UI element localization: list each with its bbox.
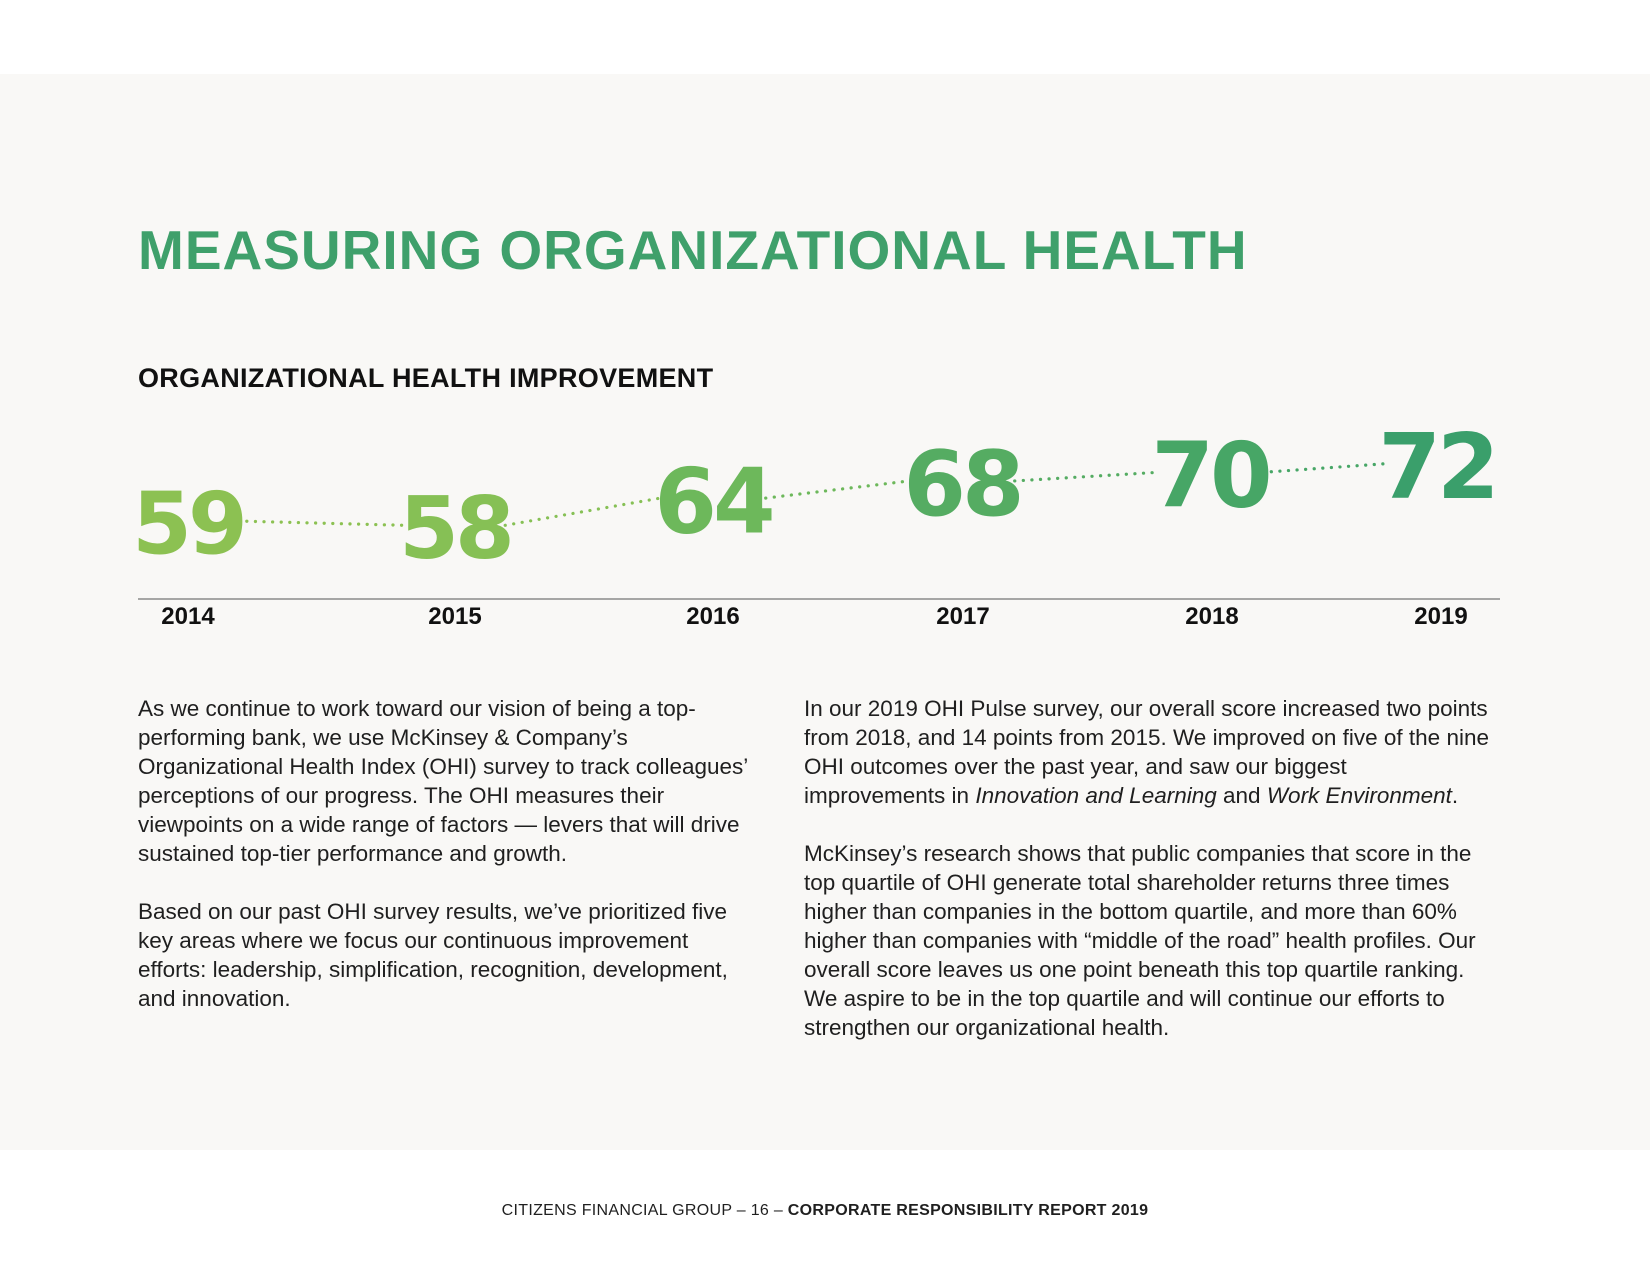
left-paragraph-1: As we continue to work toward our vision… bbox=[138, 696, 748, 866]
score-value-2019: 72 bbox=[1378, 415, 1495, 520]
footer-company-page: CITIZENS FINANCIAL GROUP – 16 – bbox=[501, 1202, 788, 1219]
score-value-2017: 68 bbox=[903, 432, 1020, 537]
ohi-score-chart-svg: 59 2014 58 2015 64 2016 68 2017 70 2018 72 2019 bbox=[132, 415, 1500, 630]
score-value-2015: 58 bbox=[399, 479, 511, 579]
year-label-2017: 2017 bbox=[936, 603, 989, 630]
connector-dots-2015-2016 bbox=[503, 496, 662, 527]
score-value-2016: 64 bbox=[654, 449, 772, 554]
footer-report-title: CORPORATE RESPONSIBILITY REPORT 2019 bbox=[787, 1202, 1149, 1219]
page-title: MEASURING ORGANIZATIONAL HEALTH bbox=[138, 219, 1248, 281]
right-paragraph-2: McKinsey’s research shows that public co… bbox=[804, 841, 1476, 1040]
connector-dots-2014-2015 bbox=[236, 519, 407, 527]
connector-dots-2018-2019 bbox=[1261, 462, 1386, 474]
page-footer: CITIZENS FINANCIAL GROUP – 16 – CORPORAT… bbox=[0, 1202, 1650, 1220]
right-column: In our 2019 OHI Pulse survey, our overal… bbox=[804, 694, 1494, 1071]
emphasis-work-environment: Work Environment bbox=[1266, 783, 1452, 808]
ohi-score-chart: 59 2014 58 2015 64 2016 68 2017 70 2018 72 2019 bbox=[0, 400, 1650, 640]
score-value-2018: 70 bbox=[1151, 424, 1269, 529]
content-panel bbox=[0, 74, 1650, 1150]
left-column: As we continue to work toward our vision… bbox=[138, 694, 758, 1042]
right-paragraph-1-text-a: In our 2019 OHI Pulse survey, our overal… bbox=[804, 696, 1489, 808]
year-label-2014: 2014 bbox=[161, 603, 215, 630]
year-label-2018: 2018 bbox=[1185, 603, 1238, 630]
connector-dots-2017-2018 bbox=[1013, 470, 1159, 483]
year-label-2019: 2019 bbox=[1414, 603, 1467, 630]
emphasis-innovation-learning: Innovation and Learning bbox=[975, 783, 1217, 808]
right-paragraph-1: In our 2019 OHI Pulse survey, our overal… bbox=[804, 694, 1494, 810]
connector-dots-2016-2017 bbox=[764, 479, 911, 500]
right-paragraph-1-text-b: and bbox=[1216, 783, 1267, 808]
year-label-2016: 2016 bbox=[686, 603, 739, 630]
chart-title: ORGANIZATIONAL HEALTH IMPROVEMENT bbox=[138, 363, 714, 393]
score-value-2014: 59 bbox=[132, 475, 244, 575]
left-paragraph-2: Based on our past OHI survey results, we… bbox=[138, 899, 728, 1011]
right-paragraph-1-text-c: . bbox=[1451, 783, 1459, 808]
year-label-2015: 2015 bbox=[428, 603, 481, 630]
